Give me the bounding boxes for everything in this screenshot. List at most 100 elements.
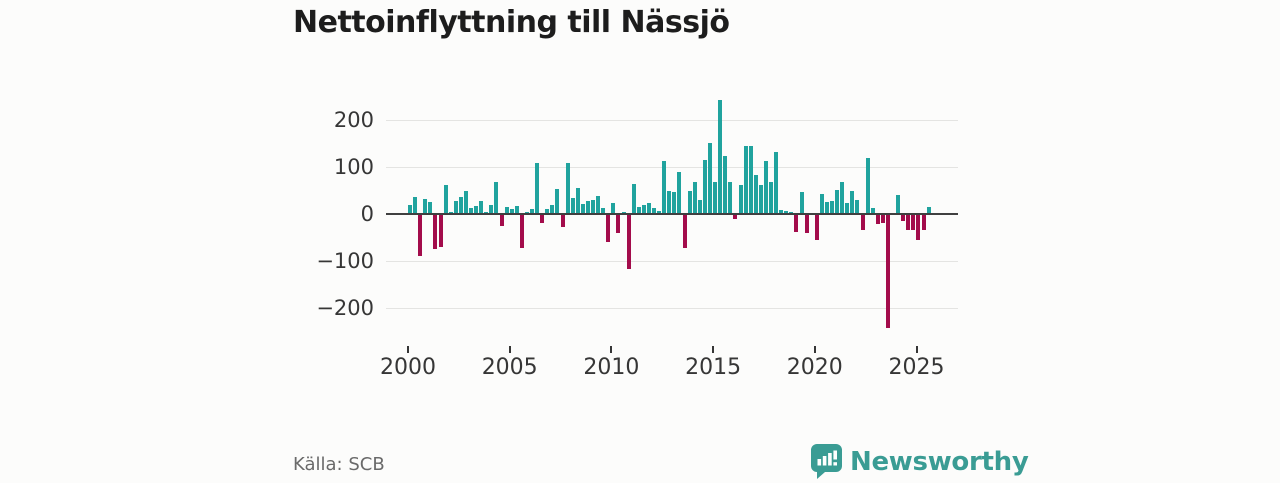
bar-2019Q2 [799, 191, 804, 213]
bar-2008Q4 [585, 200, 590, 213]
bar-2018Q3 [784, 210, 789, 213]
bar-2006Q4 [545, 209, 550, 213]
gridline [386, 166, 958, 168]
y-axis-tick-label: 200 [333, 107, 374, 132]
bar-chart-speech-bubble-icon [811, 444, 842, 479]
y-axis-tick-label: −100 [316, 249, 374, 274]
bar-2006Q2 [535, 163, 540, 213]
bar-2015Q2 [718, 99, 723, 213]
bar-2004Q2 [494, 182, 499, 213]
bar-2011Q1 [631, 184, 636, 213]
bar-2022Q3 [865, 157, 870, 213]
bar-2022Q1 [855, 200, 860, 213]
bar-2024Q3 [906, 215, 911, 231]
bar-2007Q3 [560, 215, 565, 227]
bar-2013Q3 [682, 215, 687, 248]
bar-2018Q4 [789, 212, 794, 213]
x-axis-tick [712, 346, 715, 353]
bar-2020Q2 [819, 194, 824, 213]
x-axis-tick-label: 2010 [583, 355, 640, 380]
logo-wordmark: Newsworthy [850, 446, 1029, 477]
bar-2012Q3 [662, 161, 667, 213]
bar-2008Q1 [570, 198, 575, 213]
bar-2017Q3 [763, 161, 768, 213]
bar-2020Q4 [830, 200, 835, 213]
bar-2003Q3 [479, 200, 484, 213]
x-axis-tick-label: 2025 [888, 355, 945, 380]
bar-2021Q4 [850, 191, 855, 213]
bar-2017Q1 [753, 175, 758, 213]
x-axis-tick-label: 2000 [380, 355, 436, 380]
bar-2017Q4 [769, 182, 773, 213]
bar-2001Q3 [438, 215, 443, 248]
bar-2016Q1 [733, 215, 738, 220]
bar-2025Q2 [921, 215, 926, 231]
bar-2000Q3 [418, 215, 423, 257]
x-axis-tick [813, 346, 816, 353]
bar-2010Q4 [626, 215, 631, 270]
bar-2023Q3 [885, 215, 890, 329]
bar-2007Q4 [565, 163, 570, 213]
bar-2011Q4 [646, 203, 651, 213]
bar-2009Q4 [606, 215, 611, 243]
bar-2003Q1 [469, 207, 474, 213]
bar-2022Q4 [870, 208, 875, 213]
bar-2006Q1 [530, 209, 535, 213]
bar-2010Q3 [621, 212, 626, 213]
y-axis-tick-label: 0 [360, 202, 374, 226]
gridline [386, 261, 958, 263]
bar-2021Q1 [835, 189, 840, 213]
x-axis-tick [508, 346, 511, 353]
gridline [386, 308, 958, 310]
bar-2002Q4 [463, 190, 468, 213]
bar-2005Q3 [519, 215, 524, 248]
bar-2018Q2 [779, 209, 784, 213]
bar-2017Q2 [758, 184, 763, 213]
bar-2014Q2 [697, 199, 702, 213]
bar-2025Q3 [926, 207, 931, 213]
bar-2001Q2 [433, 215, 438, 249]
bar-2005Q1 [509, 209, 514, 213]
bar-2000Q4 [423, 198, 428, 213]
bar-2006Q3 [540, 215, 545, 223]
bar-2014Q1 [692, 182, 697, 213]
bar-2016Q2 [738, 185, 743, 213]
bar-2000Q1 [408, 204, 412, 213]
bar-2002Q2 [453, 200, 458, 213]
zero-axis-line [386, 213, 958, 215]
bar-2013Q1 [672, 192, 677, 213]
bar-2009Q1 [591, 199, 596, 213]
bar-2015Q4 [728, 181, 733, 213]
bar-2024Q4 [911, 215, 916, 231]
x-axis-tick [610, 346, 613, 353]
bar-2009Q2 [596, 195, 601, 213]
bar-2022Q2 [860, 215, 865, 231]
bar-2002Q1 [448, 212, 453, 213]
bar-2011Q2 [636, 207, 641, 213]
y-axis-tick-label: −200 [316, 296, 374, 321]
bar-2015Q3 [723, 156, 728, 213]
x-axis-tick [915, 346, 918, 353]
bar-2012Q4 [667, 190, 672, 213]
bar-2005Q4 [524, 212, 529, 213]
bar-2012Q2 [657, 211, 662, 213]
bar-2000Q2 [413, 197, 418, 213]
bar-2020Q1 [814, 215, 819, 241]
bar-2016Q4 [748, 145, 753, 213]
bar-2023Q1 [875, 215, 880, 225]
x-axis-tick-label: 2020 [786, 355, 843, 380]
bar-2013Q2 [677, 172, 682, 213]
bar-2010Q2 [616, 215, 621, 234]
bar-2003Q4 [484, 211, 489, 213]
page-title: Nettoinflyttning till Nässjö [293, 5, 730, 40]
bar-2001Q4 [443, 185, 448, 213]
bar-2025Q1 [916, 215, 921, 241]
bar-2012Q1 [652, 208, 657, 213]
bar-2016Q3 [743, 146, 748, 213]
bar-2019Q3 [804, 215, 809, 234]
bar-2018Q1 [774, 151, 779, 213]
bar-2023Q2 [880, 215, 885, 224]
bar-2015Q1 [713, 181, 718, 213]
bar-2007Q2 [555, 189, 560, 213]
bar-2003Q2 [474, 205, 479, 213]
